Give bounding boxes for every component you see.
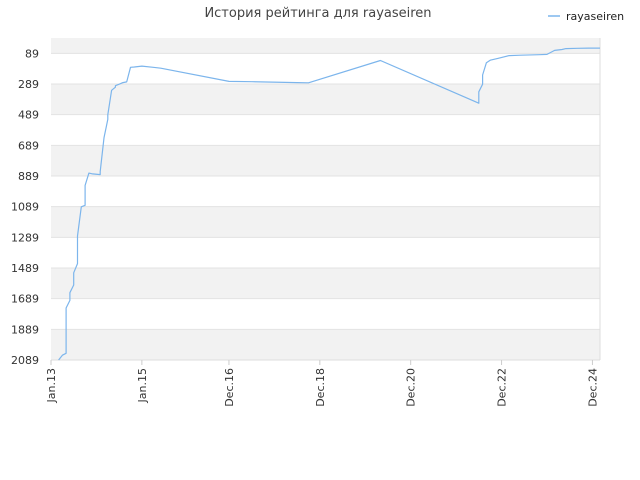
legend[interactable]: rayaseiren: [548, 10, 624, 23]
x-axis-tick-labels: Jan.13 Jan.15 Dec.16 Dec.18 Dec.20 Dec.22 Dec.…: [45, 360, 599, 407]
x-tick-label: Jan.13: [45, 368, 58, 403]
grid-band: [51, 114, 600, 146]
grid-band: [51, 84, 600, 115]
horizontal-gridlines: [51, 52, 600, 361]
grid-band: [51, 145, 600, 176]
grid-band: [51, 53, 600, 84]
x-tick-label: Dec.24: [586, 368, 599, 407]
x-tick-label: Dec.16: [223, 368, 236, 407]
y-tick-label: 1289: [11, 231, 39, 244]
x-tick-label: Dec.18: [314, 368, 327, 407]
y-tick-label: 689: [18, 139, 39, 152]
legend-label-rayaseiren: rayaseiren: [566, 10, 624, 23]
y-tick-label: 289: [18, 78, 39, 91]
y-axis-tick-labels: 89 289 489 689 889 1089 1289 1489 1689 1889 2089: [11, 47, 39, 367]
y-tick-label: 1689: [11, 293, 39, 306]
grid-band: [51, 298, 600, 330]
grid-band: [51, 237, 600, 268]
grid-band: [51, 206, 600, 238]
y-tick-label: 889: [18, 170, 39, 183]
series-lines: [58, 47, 600, 361]
grid-band: [51, 268, 600, 299]
x-tick-label: Jan.15: [136, 368, 149, 403]
series-line-rayaseiren[interactable]: [58, 47, 600, 361]
grid-band: [51, 38, 600, 54]
y-tick-label: 1489: [11, 262, 39, 275]
x-tick-label: Dec.22: [496, 368, 509, 407]
y-tick-label: 489: [18, 109, 39, 122]
y-tick-label: 89: [25, 47, 39, 60]
chart-title: История рейтинга для rayaseiren: [204, 6, 431, 21]
y-tick-label: 1889: [11, 323, 39, 336]
grid-band: [51, 176, 600, 207]
y-tick-label: 1089: [11, 201, 39, 214]
x-tick-label: Dec.20: [405, 368, 418, 407]
grid-band: [51, 329, 600, 360]
y-tick-label: 2089: [11, 354, 39, 367]
plot-background-bands: [51, 38, 600, 360]
